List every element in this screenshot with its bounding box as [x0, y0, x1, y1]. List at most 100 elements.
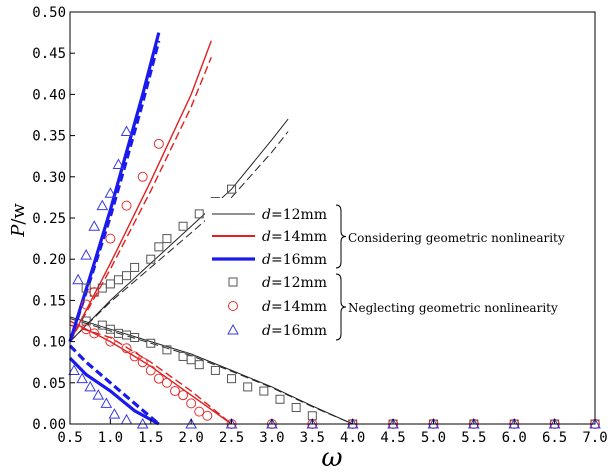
point-12mm-25 — [210, 365, 220, 375]
series-line-16mm-upper-dashed — [68, 40, 161, 343]
x-tick-label-9: 5.0 — [421, 430, 446, 446]
y-tick-label-7: 0.35 — [32, 129, 66, 145]
point-12mm-23 — [186, 355, 196, 365]
legend-swatch-3 — [228, 277, 238, 287]
legend-label-symbol-1: d — [262, 229, 271, 245]
legend-label-value-2: =16mm — [271, 252, 327, 268]
point-12mm-6 — [130, 262, 140, 272]
point-14mm-18 — [194, 406, 205, 417]
y-tick-label-10: 0.50 — [32, 5, 66, 21]
y-tick-label-3: 0.15 — [32, 293, 66, 309]
legend-label-symbol-4: d — [262, 299, 271, 315]
point-14mm-15 — [170, 386, 180, 397]
x-tick-label-1: 1.0 — [98, 430, 123, 446]
point-14mm-16 — [178, 390, 189, 401]
legend-group-considering: Considering geometric nonlinearity — [348, 231, 565, 245]
legend-group-neglecting: Neglecting geometric nonlinearity — [348, 301, 558, 315]
point-16mm-4 — [104, 187, 117, 198]
y-tick-label-5: 0.25 — [32, 211, 66, 227]
legend-label-symbol-3: d — [262, 275, 271, 291]
point-14mm-13 — [153, 373, 164, 384]
y-tick-label-4: 0.20 — [32, 252, 66, 268]
point-16mm-5 — [112, 158, 125, 169]
point-12mm-11 — [194, 209, 204, 219]
point-14mm-12 — [145, 365, 156, 376]
svg-text:P/w: P/w — [8, 203, 29, 238]
series-line-16mm-lower-dashed — [68, 344, 160, 426]
point-16mm-1 — [80, 249, 93, 260]
point-16mm-12 — [108, 408, 121, 419]
y-tick-label-2: 0.10 — [32, 335, 66, 351]
point-14mm-6 — [81, 324, 92, 335]
point-14mm-0 — [81, 299, 92, 310]
series-line-16mm-lower-solid — [68, 356, 160, 426]
point-12mm-5 — [122, 271, 132, 281]
point-12mm-20 — [146, 338, 156, 348]
x-tick-label-7: 4.0 — [340, 430, 365, 446]
point-12mm-30 — [291, 403, 301, 413]
y-axis-title: P/w — [8, 203, 29, 238]
point-14mm-9 — [121, 343, 132, 354]
legend-background — [205, 198, 590, 338]
legend-label-symbol-2: d — [262, 252, 271, 268]
point-14mm-8 — [105, 336, 116, 347]
point-14mm-1 — [89, 287, 100, 298]
point-12mm-29 — [275, 394, 285, 404]
point-16mm-6 — [120, 125, 133, 136]
x-axis-title: ω — [321, 443, 342, 473]
x-tick-label-11: 6.0 — [502, 430, 527, 446]
x-tick-label-4: 2.5 — [219, 430, 244, 446]
legend-label-4: d=14mm — [262, 299, 327, 315]
point-14mm-10 — [129, 351, 140, 362]
point-12mm-8 — [154, 242, 164, 252]
point-12mm-7 — [146, 254, 156, 264]
legend-label-value-1: =14mm — [271, 229, 327, 245]
legend-brace-considering — [335, 204, 347, 269]
legend-label-0: d=12mm — [262, 207, 327, 223]
point-16mm-10 — [92, 389, 105, 400]
y-tick-label-8: 0.40 — [32, 87, 66, 103]
point-14mm-17 — [186, 398, 197, 409]
x-tick-label-2: 1.5 — [138, 430, 163, 446]
y-axis-symbol: P — [8, 224, 29, 238]
point-14mm-14 — [161, 377, 172, 388]
point-12mm-26 — [227, 374, 237, 384]
point-12mm-21 — [162, 345, 172, 355]
point-16mm-0 — [72, 273, 84, 285]
point-12mm-24 — [194, 360, 204, 370]
x-tick-label-8: 4.5 — [380, 430, 405, 446]
series-line-12mm-upper-dashed — [69, 131, 289, 342]
point-14mm-11 — [137, 357, 148, 368]
y-tick-label-1: 0.05 — [32, 376, 66, 392]
point-12mm-19 — [130, 332, 140, 342]
x-tick-label-3: 2.0 — [179, 430, 204, 446]
legend: d=12mmd=14mmd=16mmd=12mmd=14mmd=16mmCons… — [205, 198, 590, 341]
x-tick-label-13: 7.0 — [582, 430, 607, 446]
legend-label-value-3: =12mm — [271, 275, 327, 291]
x-tick-label-12: 6.5 — [542, 430, 567, 446]
y-tick-label-0: 0.00 — [32, 417, 66, 433]
series-line-14mm-upper-dashed — [69, 57, 212, 342]
legend-swatch-5 — [227, 323, 239, 335]
legend-label-symbol-0: d — [262, 207, 271, 223]
point-14mm-2 — [105, 233, 116, 244]
series-line-12mm-lower-dashed — [69, 318, 353, 425]
point-14mm-7 — [89, 328, 100, 339]
point-16mm-8 — [76, 372, 88, 384]
legend-swatch-4 — [228, 301, 238, 311]
legend-label-symbol-5: d — [262, 323, 271, 339]
point-12mm-27 — [243, 382, 253, 392]
point-12mm-28 — [259, 386, 269, 396]
series-line-12mm-lower-solid — [69, 316, 353, 425]
series-line-12mm-upper-solid — [69, 118, 289, 342]
point-12mm-10 — [178, 221, 188, 231]
y-tick-label-6: 0.30 — [32, 170, 66, 186]
legend-label-value-0: =12mm — [271, 207, 327, 223]
point-14mm-4 — [137, 171, 148, 182]
legend-label-value-4: =14mm — [271, 299, 327, 315]
y-axis-unit: /w — [8, 203, 29, 225]
x-tick-label-0: 0.5 — [57, 430, 82, 446]
legend-label-2: d=16mm — [262, 252, 327, 268]
x-tick-label-10: 5.5 — [461, 430, 486, 446]
point-12mm-13 — [227, 184, 237, 194]
